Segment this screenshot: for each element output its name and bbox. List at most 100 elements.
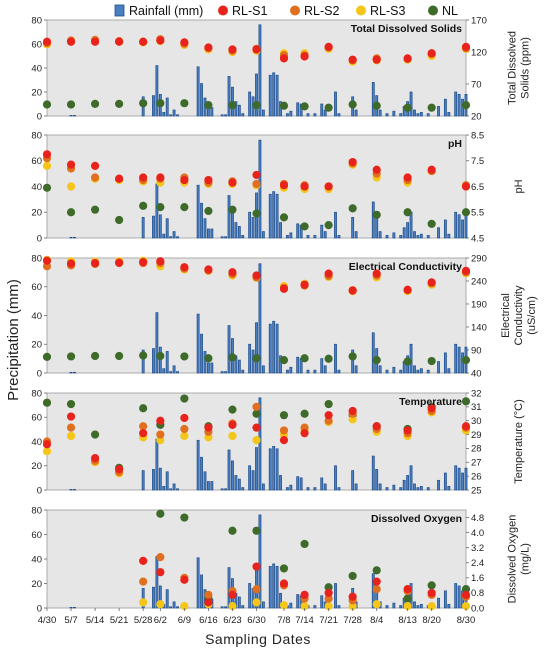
data-point bbox=[372, 577, 381, 586]
data-point bbox=[427, 219, 436, 228]
rainfall-bar bbox=[313, 369, 317, 374]
data-point bbox=[324, 588, 333, 598]
chart-panels: 0 20 40 60 80 20 70 120 170 Total Dissolved Solid… bbox=[31, 15, 537, 614]
rainfall-bar bbox=[409, 211, 413, 239]
data-point bbox=[180, 203, 189, 212]
precip-tick-label: 40 bbox=[31, 437, 42, 448]
data-point bbox=[66, 431, 76, 441]
right-tick-label: 8.5 bbox=[471, 130, 484, 141]
precip-tick-label: 60 bbox=[31, 39, 42, 50]
data-point bbox=[42, 447, 52, 456]
data-point bbox=[180, 99, 189, 108]
rainfall-bar bbox=[210, 228, 214, 239]
data-point bbox=[403, 54, 412, 63]
data-point bbox=[156, 99, 165, 108]
precip-tick-label: 80 bbox=[31, 505, 42, 516]
rainfall-bar bbox=[313, 487, 317, 491]
rainfall-bar bbox=[399, 113, 403, 117]
rainfall-bar bbox=[176, 488, 179, 491]
data-point bbox=[461, 585, 471, 594]
right-tick-label: 20 bbox=[471, 111, 482, 122]
right-tick-label: 28 bbox=[471, 444, 482, 455]
rainfall-bar bbox=[203, 218, 207, 239]
rainfall-bar bbox=[437, 597, 440, 609]
data-point bbox=[66, 259, 76, 268]
rainfall-bar bbox=[279, 355, 282, 374]
rainfall-bar bbox=[299, 103, 303, 117]
rainfall-bar bbox=[371, 201, 375, 239]
data-point bbox=[461, 602, 471, 611]
rainfall-bar bbox=[296, 102, 300, 117]
rainfall-bar bbox=[447, 112, 451, 117]
rainfall-bar bbox=[169, 488, 173, 491]
data-point bbox=[403, 594, 412, 603]
data-point bbox=[180, 424, 189, 434]
precip-tick-label: 20 bbox=[31, 340, 42, 351]
rainfall-bar bbox=[402, 227, 406, 239]
data-point bbox=[348, 204, 357, 213]
rainfall-bar bbox=[289, 110, 293, 117]
rainfall-bar bbox=[443, 98, 447, 117]
rainfall-bar bbox=[351, 217, 355, 239]
rainfall-bars bbox=[69, 397, 468, 491]
rainfall-bar bbox=[162, 486, 166, 491]
data-point bbox=[461, 422, 471, 431]
rainfall-bar bbox=[155, 556, 159, 609]
panel-title: Dissolved Oxygen bbox=[371, 513, 462, 525]
data-point bbox=[228, 178, 237, 187]
rainfall-bar bbox=[378, 483, 382, 491]
data-point bbox=[90, 205, 100, 214]
legend-item-rl-s1: RL-S1 bbox=[218, 4, 267, 18]
rainfall-bar bbox=[409, 91, 413, 117]
data-point bbox=[279, 564, 289, 573]
rainfall-bar bbox=[419, 112, 423, 117]
rainfall-bar bbox=[275, 448, 279, 491]
rainfall-bar bbox=[234, 222, 238, 239]
rainfall-bar bbox=[176, 114, 179, 117]
rainfall-bar bbox=[320, 595, 324, 609]
data-point bbox=[324, 182, 333, 191]
panel-temperature: 0 20 40 60 80 25 26 27 28 29 30 31 32 Temperature Temp… bbox=[31, 388, 524, 496]
data-point bbox=[427, 602, 436, 611]
right-tick-label: 30 bbox=[471, 416, 482, 427]
legend-item-rainfall-mm: Rainfall (mm) bbox=[114, 4, 203, 18]
rainfall-bar bbox=[378, 365, 382, 374]
data-point bbox=[427, 49, 436, 58]
rainfall-bar bbox=[351, 349, 355, 374]
rainfall-bar bbox=[443, 219, 447, 239]
rainfall-bar bbox=[426, 369, 430, 374]
rainfall-bar bbox=[234, 475, 238, 491]
data-point bbox=[90, 454, 100, 463]
rainfall-bar bbox=[237, 359, 241, 374]
right-tick-label: 1.6 bbox=[471, 573, 484, 584]
rainfall-bar bbox=[275, 74, 279, 117]
rainfall-bar bbox=[426, 113, 430, 117]
panel-dissolved-oxygen: 0 20 40 60 80 0.0 0.8 1.6 2.4 3.2 4.0 4.8 Dissolved … bbox=[31, 505, 531, 614]
data-point bbox=[461, 356, 471, 365]
data-point bbox=[180, 602, 189, 611]
right-tick-label: 140 bbox=[471, 322, 487, 333]
rainfall-bar bbox=[272, 446, 276, 491]
data-point bbox=[204, 206, 213, 216]
data-point bbox=[139, 429, 148, 438]
data-point bbox=[139, 598, 148, 607]
rainfall-bar bbox=[155, 312, 159, 374]
rainfall-bar bbox=[172, 109, 176, 117]
rainfall-bar bbox=[258, 514, 262, 609]
rainfall-bar bbox=[207, 228, 210, 239]
data-point bbox=[348, 571, 357, 581]
rainfall-bar bbox=[419, 486, 423, 491]
rainfall-bar bbox=[231, 460, 234, 491]
rainfall-bar bbox=[155, 65, 159, 117]
rainfall-bar bbox=[419, 233, 423, 239]
rainfall-bar bbox=[426, 487, 430, 491]
precip-tick-label: 0 bbox=[37, 111, 42, 122]
rainfall-bar bbox=[261, 109, 265, 117]
rainfall-bar bbox=[416, 605, 420, 609]
data-point bbox=[139, 556, 148, 565]
data-point bbox=[228, 101, 237, 110]
right-axis-label: Dissolved Oxygen bbox=[506, 515, 518, 604]
rainfall-bar bbox=[289, 366, 293, 374]
data-point bbox=[427, 588, 436, 598]
panel-title: Total Dissolved Solids bbox=[351, 23, 462, 35]
